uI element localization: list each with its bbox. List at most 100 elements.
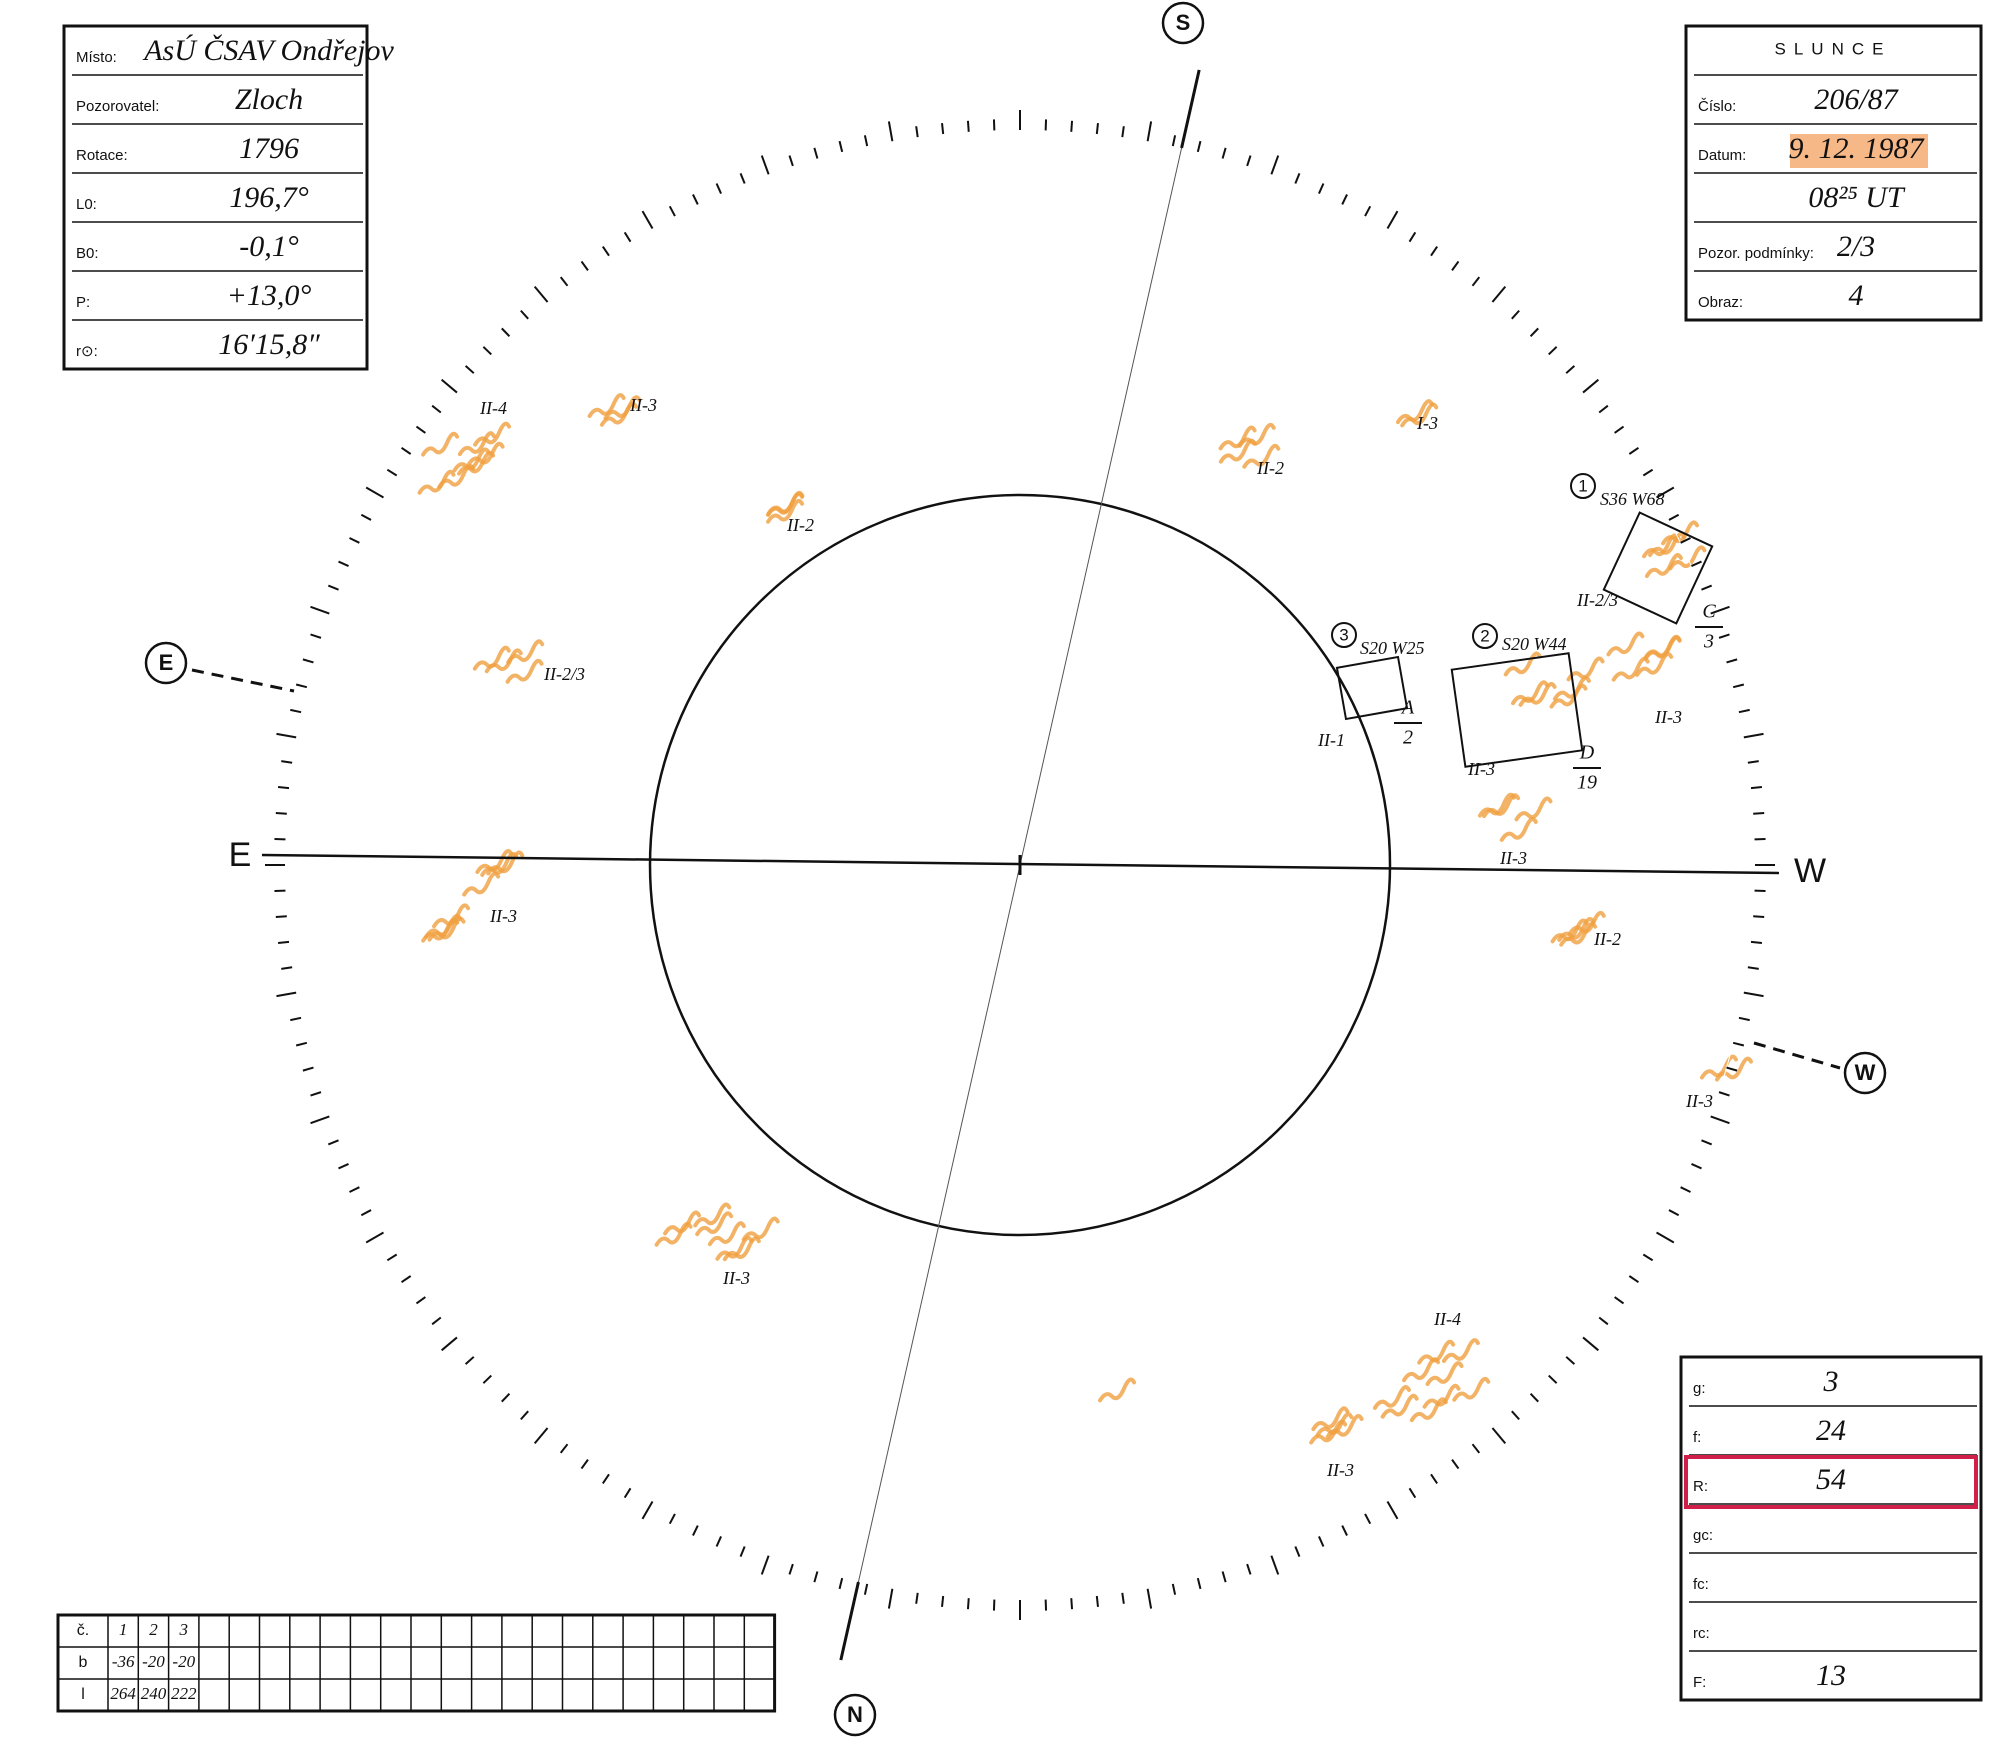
limb-tick [400, 447, 412, 455]
limb-tick [338, 1163, 349, 1170]
group-position: S20 W25 [1360, 638, 1425, 658]
limb-tick [464, 365, 475, 374]
limb-tick [1511, 1410, 1520, 1421]
facula [695, 1211, 734, 1237]
limb-tick [1246, 155, 1252, 167]
limb-tick [1548, 346, 1558, 356]
limb-tick [386, 1253, 398, 1262]
limb-tick [1341, 1525, 1348, 1536]
limb-tick [966, 120, 970, 132]
limb-tick [440, 378, 458, 394]
axis-bottom [839, 1581, 860, 1661]
type-annotation: II-3 [1685, 1091, 1713, 1111]
info-box [62, 24, 369, 371]
table-cell: 3 [179, 1620, 189, 1639]
type-annotation: II-4 [1433, 1309, 1461, 1329]
limb-tick [295, 683, 308, 689]
limb-tick [310, 1091, 322, 1097]
limb-tick [1270, 1555, 1280, 1575]
facula [1606, 631, 1645, 657]
facula [587, 393, 626, 419]
limb-tick [281, 760, 293, 764]
axis-label-w: W [1794, 852, 1826, 890]
limb-tick [1668, 1209, 1680, 1217]
limb-tick [760, 155, 770, 175]
e-dashed [191, 668, 295, 693]
limb-tick [641, 1501, 654, 1520]
facula [1503, 651, 1542, 677]
compass-circle [833, 1693, 877, 1737]
limb-tick [966, 1598, 970, 1610]
table-cell: 264 [110, 1684, 136, 1703]
box-title: SLUNCE [1775, 39, 1892, 58]
compass-label: N [847, 1702, 863, 1727]
facula [1242, 443, 1281, 469]
compass-label: W [1855, 1060, 1876, 1085]
table-cell: -20 [142, 1652, 165, 1671]
limb-tick [520, 1410, 529, 1421]
field-value: 3 [1823, 1365, 1839, 1398]
limb-tick [1171, 1583, 1177, 1595]
limb-tick [1614, 425, 1625, 434]
compass-label: E [159, 650, 174, 675]
limb-tick [559, 1443, 569, 1454]
facula [1325, 1414, 1364, 1439]
facula [417, 469, 456, 495]
limb-tick [1747, 760, 1759, 764]
facula [475, 849, 514, 874]
limb-tick [1628, 447, 1640, 455]
limb-tick [290, 708, 302, 714]
facula [1499, 817, 1538, 842]
field-value: 2/3 [1837, 230, 1875, 263]
limb-tick [338, 560, 349, 567]
limb-tick [1318, 183, 1325, 194]
limb-tick [1364, 1513, 1372, 1525]
facula [1098, 1377, 1137, 1403]
group-number: 1 [1578, 476, 1587, 495]
limb-tick [1491, 1427, 1507, 1445]
limb-tick [760, 1555, 770, 1575]
field-label: gc: [1693, 1527, 1713, 1544]
limb-tick [1565, 1356, 1576, 1365]
field-value: 16′15,8″ [218, 328, 320, 361]
type-annotation: II-3 [1467, 759, 1495, 779]
field-label: rc: [1693, 1625, 1710, 1642]
facula [1644, 553, 1683, 578]
limb-tick [464, 1356, 475, 1365]
table-cell: 2 [149, 1620, 158, 1639]
type-annotation: II-3 [1326, 1460, 1354, 1480]
limb-tick [838, 140, 844, 153]
type-annotation: II-2 [786, 515, 814, 535]
limb-tick [1364, 205, 1372, 217]
group-number: 3 [1339, 625, 1348, 644]
inner-circle [648, 493, 1392, 1237]
facula [1372, 1385, 1411, 1410]
field-label: L0: [76, 196, 97, 213]
limb-tick [302, 658, 314, 664]
type-annotation: II-2/3 [543, 664, 585, 684]
limb-tick [1710, 605, 1730, 615]
facula [1648, 532, 1687, 558]
limb-tick [360, 513, 372, 521]
limb-tick [1718, 633, 1730, 639]
field-label: Místo: [76, 49, 117, 66]
table-cell: 1 [119, 1620, 128, 1639]
facula [421, 431, 460, 457]
facula [693, 1202, 732, 1228]
table-cell: č. [77, 1622, 89, 1639]
limb-tick [275, 811, 287, 815]
limb-tick [327, 584, 339, 591]
axis-top [1180, 69, 1201, 149]
facula [599, 401, 638, 427]
limb-tick [1294, 1546, 1301, 1558]
limb-tick [668, 1513, 676, 1525]
limb-tick [1582, 1336, 1600, 1352]
facula [1557, 917, 1596, 942]
facula [1422, 1383, 1461, 1409]
limb-tick [915, 1592, 919, 1604]
limb-tick [1171, 135, 1177, 147]
facula [480, 852, 519, 877]
limb-tick [602, 245, 610, 257]
limb-tick [533, 1427, 549, 1445]
limb-tick [1668, 513, 1680, 521]
